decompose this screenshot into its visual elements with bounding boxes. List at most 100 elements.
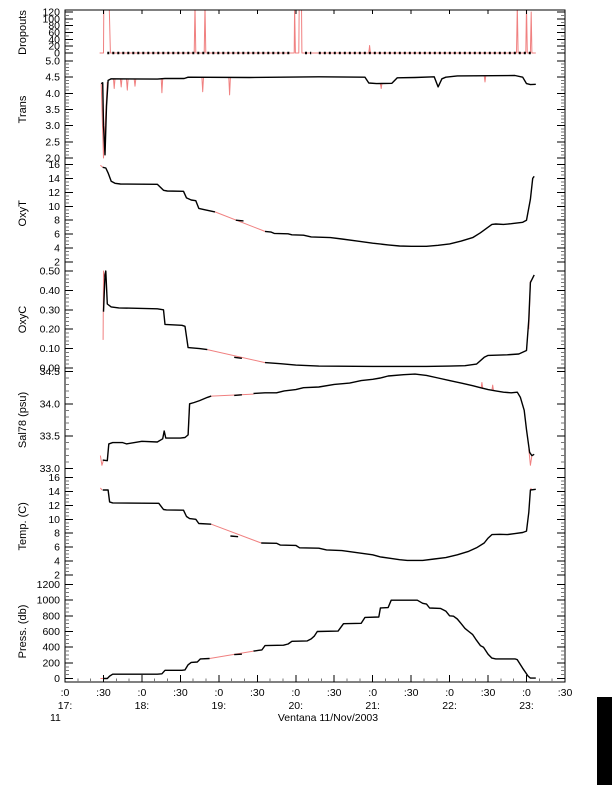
x-tick-label: :0	[522, 687, 531, 699]
y-tick-label: 0.50	[40, 266, 61, 278]
series-raw	[228, 77, 231, 96]
x-tick-label: :0	[61, 687, 70, 699]
y-tick-label: 0	[54, 48, 60, 60]
y-tick-label: 2	[54, 570, 60, 582]
x-tick-label: :0	[138, 687, 147, 699]
y-tick-label: 60	[48, 27, 60, 39]
x-axis-day-label: 11	[50, 712, 61, 724]
series-raw	[209, 650, 254, 659]
y-tick-label: 33.0	[40, 463, 61, 475]
x-tick-label: :30	[173, 687, 188, 699]
series-raw	[99, 10, 536, 54]
y-tick-label: 600	[42, 626, 60, 638]
y-tick-label: 40	[48, 34, 60, 46]
series-main	[102, 395, 212, 462]
y-axis-label-press-db: Press. (db)	[17, 605, 29, 659]
y-tick-label: 6	[54, 229, 60, 241]
y-axis-label-sal78-psu: Sal78 (psu)	[17, 392, 29, 448]
x-tick-label: :30	[481, 687, 496, 699]
x-tick-label: :30	[96, 687, 111, 699]
x-tick-label: :30	[250, 687, 265, 699]
y-tick-label: 33.5	[40, 431, 61, 443]
y-tick-label: 0	[54, 673, 60, 685]
y-tick-label: 4.0	[45, 88, 60, 100]
panel-trans	[100, 74, 536, 159]
y-axis-label-oxyt: OxyT	[17, 200, 29, 227]
y-tick-label: 16	[48, 472, 60, 484]
y-axis-label-oxyc: OxyC	[17, 306, 29, 334]
x-tick-label: :0	[291, 687, 300, 699]
y-tick-label: 0.10	[40, 343, 61, 355]
series-raw	[211, 393, 254, 397]
panel-oxyc	[102, 270, 535, 368]
series-main	[235, 219, 244, 222]
x-tick-label: :0	[214, 687, 223, 699]
y-tick-label: 12	[48, 500, 60, 512]
x-tick-label: :30	[327, 687, 342, 699]
y-tick-label: 4	[54, 243, 60, 255]
y-tick-label: 0.30	[40, 304, 61, 316]
series-raw	[126, 79, 129, 91]
series-main	[234, 356, 242, 359]
screen-letterbox-bar	[597, 697, 612, 785]
series-main	[264, 274, 535, 368]
series-raw	[113, 78, 116, 89]
y-tick-label: 200	[42, 657, 60, 669]
series-main	[102, 166, 216, 213]
y-tick-label: 80	[48, 20, 60, 32]
x-tick-label: :30	[558, 687, 573, 699]
series-raw	[211, 523, 262, 544]
series-raw	[100, 164, 104, 168]
series-raw	[99, 455, 104, 466]
series-raw	[480, 382, 484, 389]
series-raw	[119, 79, 123, 88]
y-tick-label: 0.00	[40, 363, 61, 375]
x-hour-label: 17:	[58, 700, 73, 712]
series-main	[234, 394, 242, 397]
panel-press-db	[100, 599, 536, 680]
x-tick-label: :0	[368, 687, 377, 699]
series-raw	[379, 83, 383, 89]
panel-temp-c	[99, 487, 536, 562]
y-tick-label: 20	[48, 41, 60, 53]
y-tick-label: 1000	[37, 595, 61, 607]
series-main	[230, 535, 239, 538]
y-tick-label: 2	[54, 257, 60, 269]
series-main	[264, 175, 535, 248]
x-hour-label: 23:	[519, 700, 534, 712]
axis-labels: 120100806040200Dropouts5.04.54.03.53.02.…	[17, 7, 572, 713]
series-raw	[491, 384, 494, 391]
panel-oxyt	[100, 164, 535, 248]
series-main	[102, 270, 208, 351]
panel-sal78-psu	[99, 373, 535, 466]
y-tick-label: 120	[42, 7, 60, 19]
y-axis-label-dropouts: Dropouts	[17, 10, 29, 55]
axes	[64, 9, 566, 683]
series-raw	[102, 270, 105, 340]
y-tick-label: 0.40	[40, 285, 61, 297]
x-tick-label: :0	[445, 687, 454, 699]
series-raw	[99, 487, 103, 491]
y-tick-label: 14	[48, 173, 60, 185]
y-tick-label: 14	[48, 486, 60, 498]
series-main	[253, 599, 536, 679]
y-tick-label: 16	[48, 159, 60, 171]
x-tick-label: :30	[404, 687, 419, 699]
series-raw	[214, 211, 266, 232]
series-main	[253, 373, 535, 457]
y-axis-label-trans: Trans	[17, 95, 29, 123]
series-raw	[207, 349, 266, 364]
y-tick-label: 3.0	[45, 120, 60, 132]
y-tick-label: 5.0	[45, 56, 60, 68]
y-tick-label: 34.0	[40, 398, 61, 410]
y-tick-label: 100	[42, 13, 60, 25]
y-tick-label: 400	[42, 642, 60, 654]
y-tick-label: 6	[54, 542, 60, 554]
series-main	[261, 488, 536, 562]
y-tick-label: 12	[48, 187, 60, 199]
series-raw	[160, 78, 164, 94]
y-tick-label: 8	[54, 215, 60, 227]
y-tick-label: 10	[48, 201, 60, 213]
